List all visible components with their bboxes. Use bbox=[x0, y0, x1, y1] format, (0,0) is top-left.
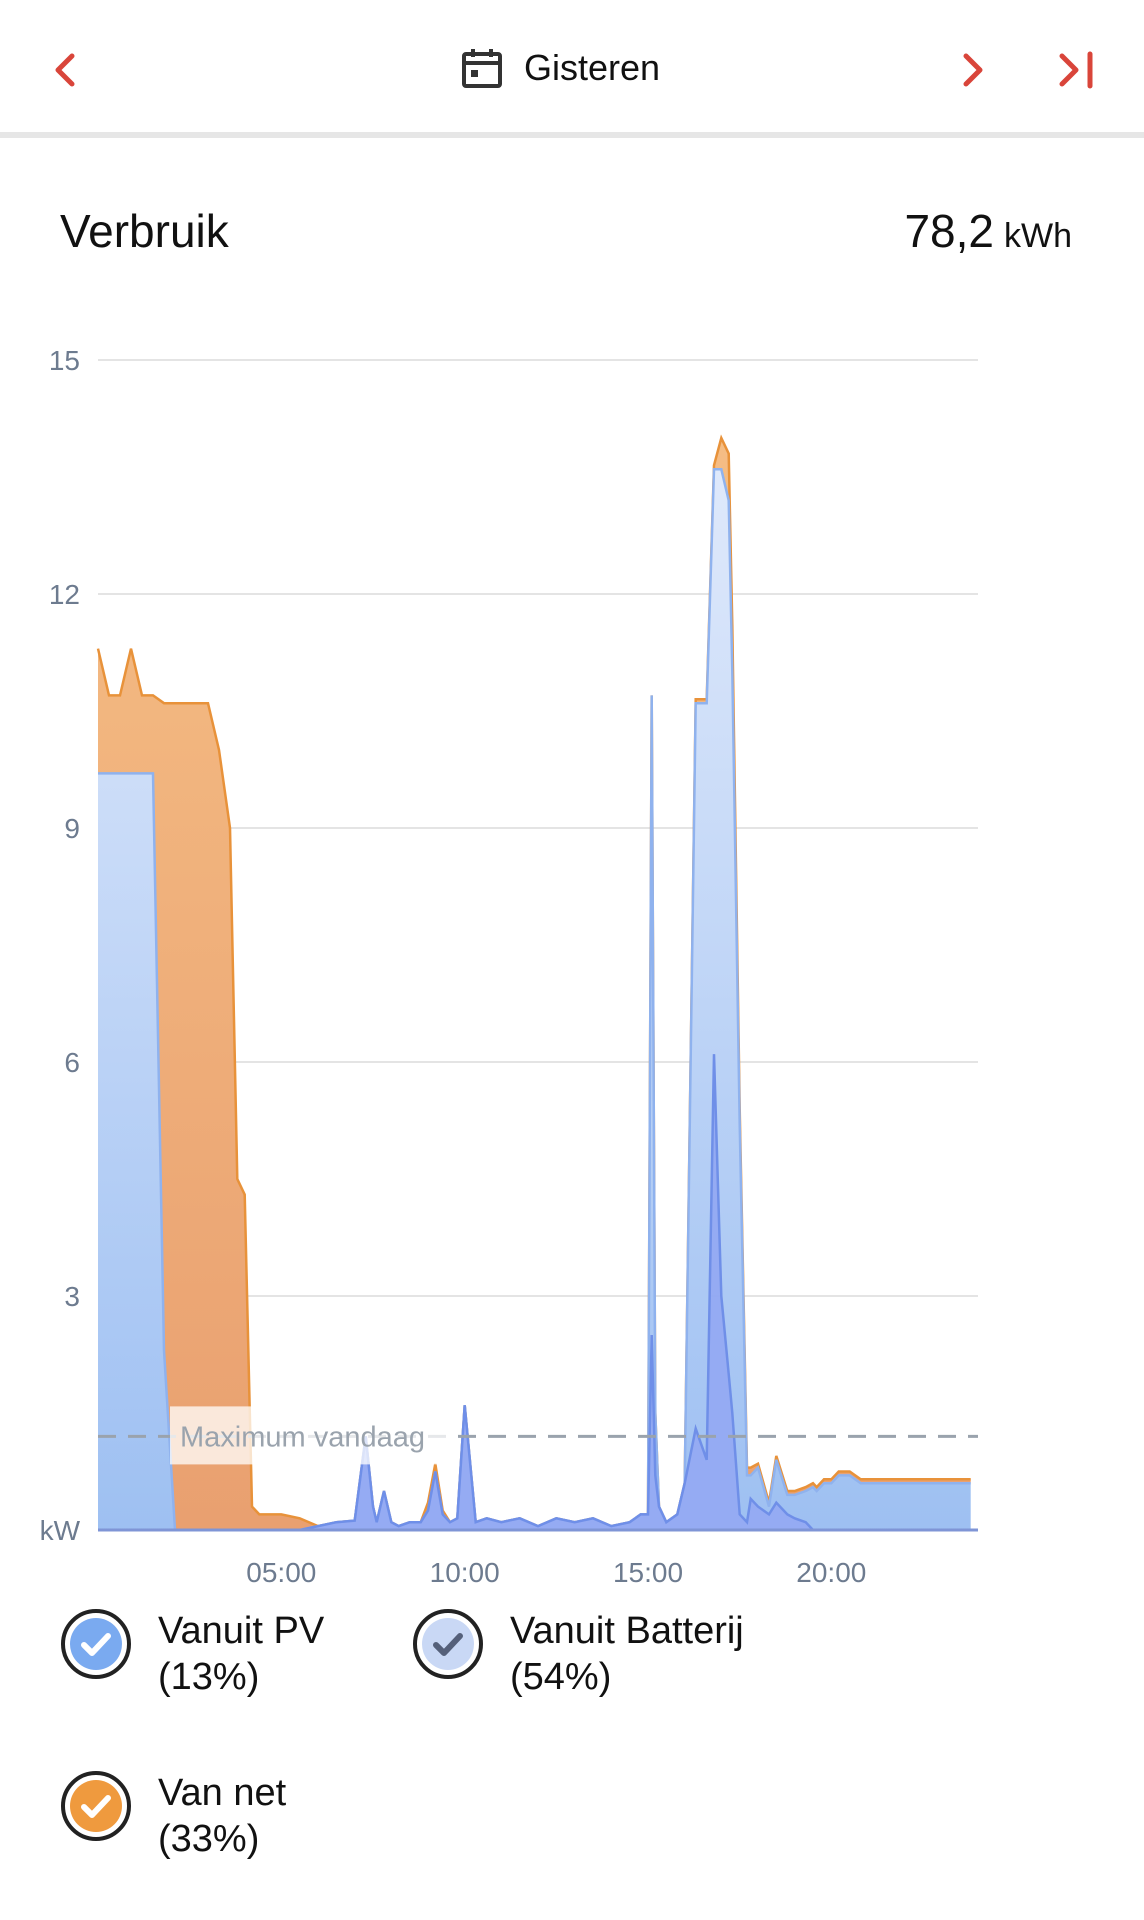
date-selector[interactable]: Gisteren bbox=[460, 38, 660, 98]
previous-day-button[interactable] bbox=[36, 40, 96, 100]
max-today-label-bg bbox=[170, 1406, 450, 1465]
next-day-button[interactable] bbox=[942, 40, 1002, 100]
checkbox-checked-icon bbox=[61, 1771, 131, 1841]
legend-share: (54%) bbox=[510, 1656, 612, 1698]
legend-label: Vanuit Batterij bbox=[510, 1610, 744, 1652]
top-bar: Gisteren bbox=[0, 0, 1144, 138]
legend-label: Vanuit PV bbox=[158, 1610, 325, 1652]
checkbox-checked-icon bbox=[61, 1609, 131, 1679]
y-tick-label: 12 bbox=[49, 579, 80, 610]
legend-item-battery[interactable]: Vanuit Batterij (54%) bbox=[412, 1608, 744, 1700]
x-tick-label: 10:00 bbox=[430, 1557, 500, 1588]
total-value: 78,2 bbox=[904, 205, 994, 257]
chevron-right-icon bbox=[963, 53, 983, 87]
legend-item-pv[interactable]: Vanuit PV (13%) bbox=[60, 1608, 324, 1700]
total-energy: 78,2 kWh bbox=[904, 204, 1072, 258]
x-tick-label: 20:00 bbox=[796, 1557, 866, 1588]
y-tick-label: 3 bbox=[64, 1281, 80, 1312]
x-tick-label: 05:00 bbox=[246, 1557, 316, 1588]
skip-to-end-icon bbox=[1059, 51, 1093, 89]
total-unit: kWh bbox=[1004, 217, 1072, 255]
date-label: Gisteren bbox=[524, 47, 661, 88]
legend-share: (33%) bbox=[158, 1818, 260, 1860]
calendar-icon bbox=[462, 49, 502, 88]
card-title: Verbruik bbox=[60, 205, 229, 257]
y-tick-label: 6 bbox=[64, 1047, 80, 1078]
legend-share: (13%) bbox=[158, 1656, 260, 1698]
chevron-left-icon bbox=[55, 53, 75, 87]
series-area-van-net bbox=[98, 438, 971, 1530]
legend-label: Van net bbox=[158, 1772, 287, 1814]
checkbox-checked-icon bbox=[413, 1609, 483, 1679]
legend-item-net[interactable]: Van net (33%) bbox=[60, 1770, 286, 1862]
y-tick-label: 9 bbox=[64, 813, 80, 844]
jump-to-today-button[interactable] bbox=[1048, 40, 1108, 100]
max-today-label: Maximum vandaag bbox=[180, 1421, 425, 1453]
y-tick-label: 15 bbox=[49, 345, 80, 376]
y-axis-unit-label: kW bbox=[40, 1515, 81, 1546]
consumption-chart: Maximum vandaag 3 6 9 12 15 kW 05:00 10:00 15:00… bbox=[40, 345, 978, 1588]
x-tick-label: 15:00 bbox=[613, 1557, 683, 1588]
